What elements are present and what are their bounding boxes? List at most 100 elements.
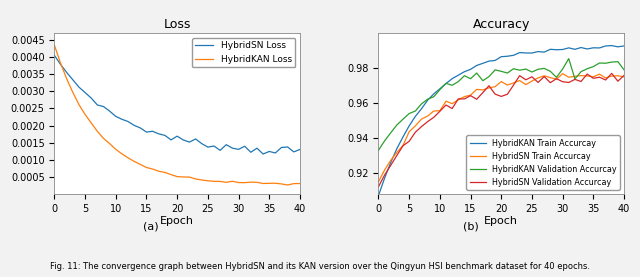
HybridSN Validation Accurcay xyxy=(614,79,621,83)
HybridKAN Loss xyxy=(51,43,58,47)
HybridSN Train Accurcay xyxy=(504,83,511,87)
HybridKAN Loss xyxy=(198,178,205,182)
HybridKAN Validation Accurcay xyxy=(412,109,419,113)
HybridSN Train Accurcay xyxy=(534,76,542,79)
HybridSN Validation Accurcay xyxy=(424,120,431,123)
HybridSN Loss xyxy=(81,91,89,94)
Text: (b): (b) xyxy=(463,222,478,232)
HybridSN Loss xyxy=(284,145,291,149)
HybridKAN Validation Accurcay xyxy=(461,74,468,77)
HybridKAN Validation Accurcay xyxy=(399,117,407,121)
HybridSN Train Accurcay xyxy=(442,99,450,103)
HybridSN Loss xyxy=(204,145,212,149)
HybridSN Train Accurcay xyxy=(509,81,517,84)
HybridSN Train Accurcay xyxy=(467,93,474,97)
HybridSN Train Accurcay xyxy=(553,78,561,81)
HybridSN Train Accurcay xyxy=(418,117,426,121)
Title: Loss: Loss xyxy=(163,18,191,31)
HybridKAN Train Accurcay xyxy=(602,44,609,48)
HybridSN Validation Accurcay xyxy=(485,84,493,87)
HybridSN Train Accurcay xyxy=(547,76,554,79)
HybridSN Loss xyxy=(186,140,193,144)
HybridSN Validation Accurcay xyxy=(602,78,609,82)
HybridSN Train Accurcay xyxy=(571,75,579,78)
HybridKAN Validation Accurcay xyxy=(430,95,438,98)
HybridSN Loss xyxy=(93,103,101,107)
HybridSN Loss xyxy=(124,120,132,123)
HybridSN Train Accurcay xyxy=(589,75,597,78)
HybridSN Train Accurcay xyxy=(436,109,444,112)
HybridSN Train Accurcay xyxy=(565,76,573,79)
HybridKAN Train Accurcay xyxy=(571,48,579,51)
HybridSN Train Accurcay xyxy=(596,73,604,76)
HybridKAN Train Accurcay xyxy=(424,99,431,102)
HybridKAN Train Accurcay xyxy=(461,70,468,73)
HybridKAN Validation Accurcay xyxy=(608,60,616,64)
HybridKAN Validation Accurcay xyxy=(497,70,505,73)
HybridSN Train Accurcay xyxy=(412,124,419,128)
HybridKAN Validation Accurcay xyxy=(577,70,585,73)
HybridKAN Validation Accurcay xyxy=(448,84,456,87)
HybridSN Validation Accurcay xyxy=(454,97,462,101)
HybridSN Validation Accurcay xyxy=(596,76,604,79)
HybridSN Validation Accurcay xyxy=(528,75,536,78)
HybridSN Validation Accurcay xyxy=(608,72,616,75)
HybridKAN Train Accurcay xyxy=(553,48,561,52)
HybridKAN Loss xyxy=(100,137,108,140)
Legend: HybridSN Loss, HybridKAN Loss: HybridSN Loss, HybridKAN Loss xyxy=(192,38,296,68)
HybridSN Train Accurcay xyxy=(516,79,524,82)
HybridKAN Validation Accurcay xyxy=(492,68,499,71)
HybridKAN Validation Accurcay xyxy=(479,79,486,82)
HybridKAN Train Accurcay xyxy=(393,147,401,150)
HybridSN Loss xyxy=(216,149,224,152)
HybridSN Loss xyxy=(131,124,138,127)
HybridSN Train Accurcay xyxy=(528,79,536,83)
HybridSN Validation Accurcay xyxy=(565,81,573,84)
HybridKAN Validation Accurcay xyxy=(553,76,561,79)
HybridKAN Loss xyxy=(93,130,101,133)
HybridSN Validation Accurcay xyxy=(540,75,548,78)
HybridKAN Validation Accurcay xyxy=(467,77,474,80)
HybridKAN Train Accurcay xyxy=(436,87,444,91)
HybridKAN Loss xyxy=(143,166,150,169)
HybridSN Loss xyxy=(88,96,95,100)
HybridSN Validation Accurcay xyxy=(418,125,426,128)
HybridSN Validation Accurcay xyxy=(436,110,444,113)
HybridKAN Loss xyxy=(179,175,187,179)
HybridKAN Validation Accurcay xyxy=(424,98,431,101)
HybridSN Loss xyxy=(106,109,113,113)
HybridKAN Validation Accurcay xyxy=(540,67,548,70)
HybridSN Loss xyxy=(223,143,230,146)
HybridKAN Validation Accurcay xyxy=(374,148,382,152)
HybridKAN Train Accurcay xyxy=(405,124,413,127)
HybridKAN Train Accurcay xyxy=(577,46,585,49)
HybridKAN Train Accurcay xyxy=(418,107,426,111)
HybridSN Train Accurcay xyxy=(485,86,493,89)
HybridSN Loss xyxy=(228,147,236,150)
HybridKAN Loss xyxy=(290,182,298,185)
HybridKAN Loss xyxy=(161,171,169,174)
HybridKAN Loss xyxy=(296,182,304,185)
HybridKAN Train Accurcay xyxy=(504,55,511,58)
HybridSN Train Accurcay xyxy=(479,88,486,92)
HybridKAN Train Accurcay xyxy=(583,47,591,51)
HybridSN Loss xyxy=(241,145,248,148)
HybridKAN Validation Accurcay xyxy=(528,70,536,74)
HybridSN Validation Accurcay xyxy=(509,83,517,87)
HybridSN Loss xyxy=(148,130,156,133)
HybridKAN Loss xyxy=(57,61,65,65)
HybridKAN Validation Accurcay xyxy=(509,67,517,70)
HybridSN Train Accurcay xyxy=(399,144,407,147)
HybridKAN Train Accurcay xyxy=(492,59,499,62)
HybridKAN Train Accurcay xyxy=(596,46,604,50)
HybridKAN Validation Accurcay xyxy=(620,68,628,71)
HybridKAN Validation Accurcay xyxy=(473,71,481,75)
Legend: HybridKAN Train Accurcay, HybridSN Train Accurcay, HybridKAN Validation Accurcay: HybridKAN Train Accurcay, HybridSN Train… xyxy=(467,135,620,190)
HybridSN Validation Accurcay xyxy=(405,140,413,143)
HybridSN Loss xyxy=(271,151,279,155)
HybridSN Loss xyxy=(296,148,304,151)
HybridSN Train Accurcay xyxy=(492,85,499,88)
HybridKAN Train Accurcay xyxy=(412,115,419,118)
HybridKAN Loss xyxy=(88,121,95,125)
HybridKAN Loss xyxy=(210,180,218,183)
